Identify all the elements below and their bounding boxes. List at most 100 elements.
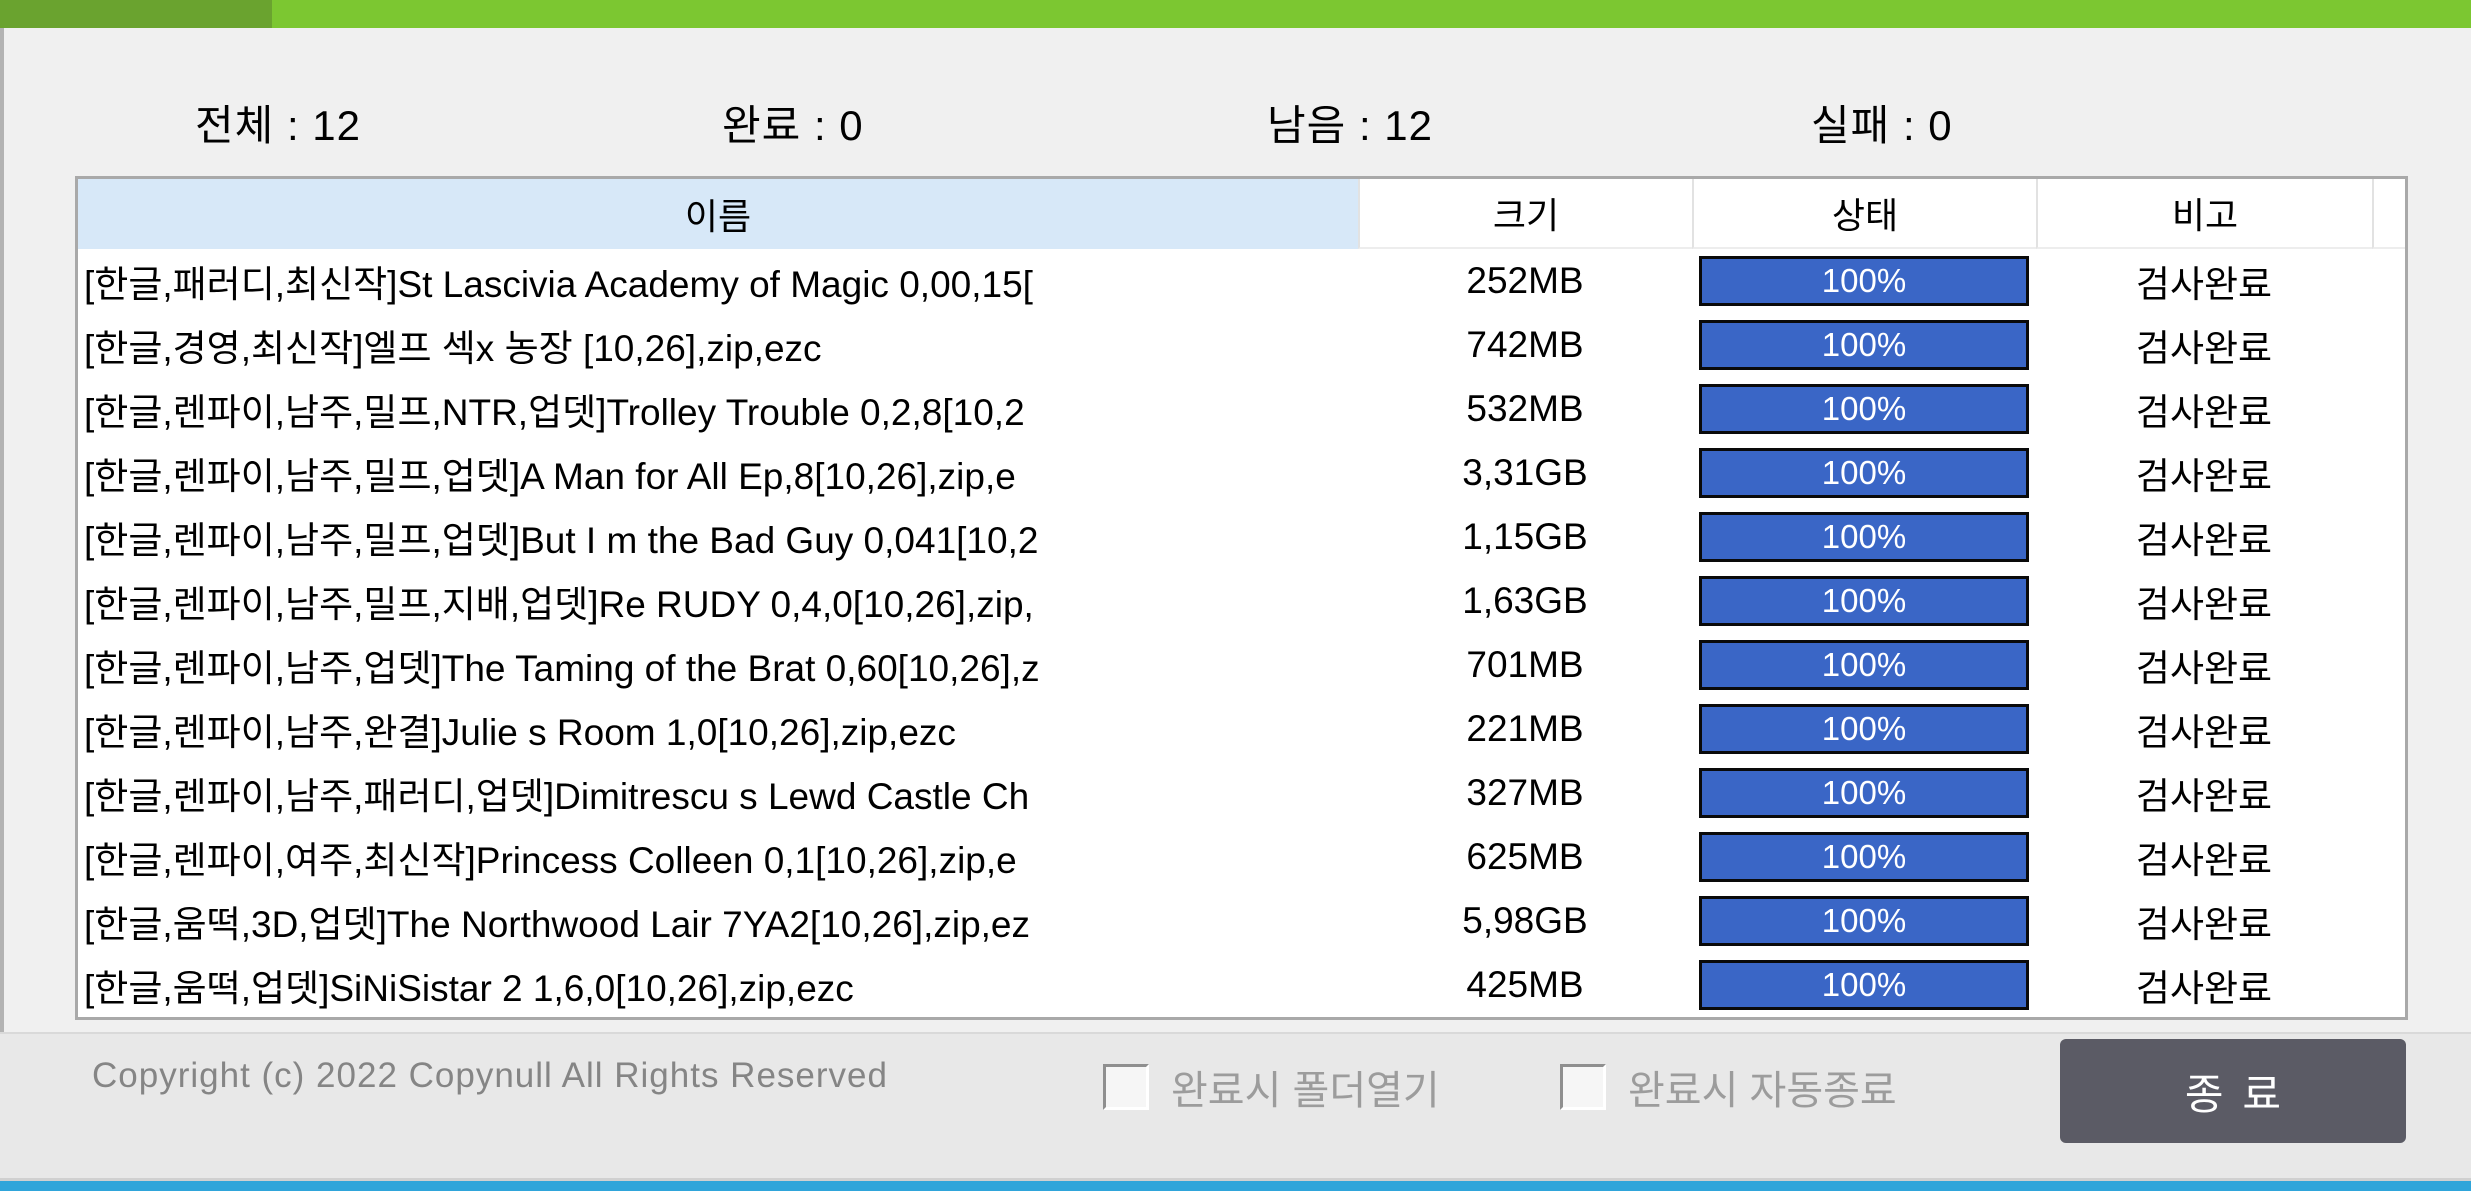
file-size-cell: 3,31GB bbox=[1462, 452, 1588, 493]
auto-close-checkbox-label[interactable]: 완료시 자동종료 bbox=[1628, 1069, 1897, 1113]
file-status-cell: 100% bbox=[1692, 249, 2036, 313]
file-size-cell: 625MB bbox=[1466, 836, 1584, 877]
progress-bar-fill bbox=[1702, 323, 2026, 367]
table-header: 이름 크기 상태 비고 bbox=[78, 179, 2405, 249]
file-note-cell: 검사완료 bbox=[2135, 776, 2273, 817]
progress-bar-fill bbox=[1702, 515, 2026, 559]
bottom-separator-line bbox=[0, 1178, 2471, 1181]
file-size-cell: 742MB bbox=[1466, 324, 1584, 365]
file-name-cell: [한글,렌파이,남주,밀프,지배,업뎃]Re RUDY 0,4,0[10,26]… bbox=[84, 584, 1034, 625]
progress-bar: 100% bbox=[1699, 704, 2029, 754]
column-header-note[interactable]: 비고 bbox=[2036, 179, 2372, 249]
file-note-cell: 검사완료 bbox=[2135, 968, 2273, 1009]
filler-cell bbox=[2372, 505, 2405, 569]
file-status-cell: 100% bbox=[1692, 889, 2036, 953]
progress-bar-fill bbox=[1702, 579, 2026, 623]
progress-bar-fill bbox=[1702, 451, 2026, 495]
file-name-cell: [한글,패러디,최신작]St Lascivia Academy of Magic… bbox=[84, 264, 1033, 305]
file-name-cell: [한글,움떡,3D,업뎃]The Northwood Lair 7YA2[10,… bbox=[84, 904, 1031, 945]
file-status-cell: 100% bbox=[1692, 441, 2036, 505]
file-note-cell: 검사완료 bbox=[2135, 840, 2273, 881]
column-header-size[interactable]: 크기 bbox=[1358, 179, 1692, 249]
table-row[interactable]: [한글,렌파이,남주,완결]Julie s Room 1,0[10,26],zi… bbox=[78, 697, 2405, 761]
filler-cell bbox=[2372, 697, 2405, 761]
filler-cell bbox=[2372, 889, 2405, 953]
checkbox-box-icon[interactable] bbox=[1560, 1064, 1606, 1110]
filler-cell bbox=[2372, 761, 2405, 825]
open-folder-on-complete-checkbox[interactable]: 완료시 폴더열기 bbox=[1103, 1058, 1440, 1116]
progress-bar: 100% bbox=[1699, 576, 2029, 626]
table-row[interactable]: [한글,렌파이,남주,패러디,업뎃]Dimitrescu s Lewd Cast… bbox=[78, 761, 2405, 825]
progress-bar-fill bbox=[1702, 899, 2026, 943]
file-status-cell: 100% bbox=[1692, 313, 2036, 377]
file-note-cell: 검사완료 bbox=[2135, 584, 2273, 625]
filler-cell bbox=[2372, 633, 2405, 697]
filler-cell bbox=[2372, 313, 2405, 377]
filler-cell bbox=[2372, 377, 2405, 441]
file-size-cell: 532MB bbox=[1466, 388, 1584, 429]
progress-bar-fill bbox=[1702, 643, 2026, 687]
file-size-cell: 1,15GB bbox=[1462, 516, 1588, 557]
progress-bar-fill bbox=[1702, 771, 2026, 815]
progress-bar-label: 100% bbox=[1821, 582, 1907, 619]
progress-bar: 100% bbox=[1699, 896, 2029, 946]
file-status-cell: 100% bbox=[1692, 377, 2036, 441]
auto-close-on-complete-checkbox[interactable]: 완료시 자동종료 bbox=[1560, 1058, 1897, 1116]
column-header-name[interactable]: 이름 bbox=[78, 179, 1358, 249]
table-row[interactable]: [한글,움떡,3D,업뎃]The Northwood Lair 7YA2[10,… bbox=[78, 889, 2405, 953]
file-size-cell: 252MB bbox=[1466, 260, 1584, 301]
file-size-cell: 425MB bbox=[1466, 964, 1584, 1005]
table-row[interactable]: [한글,렌파이,남주,업뎃]The Taming of the Brat 0,6… bbox=[78, 633, 2405, 697]
table-row[interactable]: [한글,렌파이,남주,밀프,NTR,업뎃]Trolley Trouble 0,2… bbox=[78, 377, 2405, 441]
file-name-cell: [한글,렌파이,남주,밀프,업뎃]But I m the Bad Guy 0,0… bbox=[84, 520, 1039, 561]
progress-bar-label: 100% bbox=[1821, 902, 1907, 939]
file-note-cell: 검사완료 bbox=[2135, 520, 2273, 561]
table-row[interactable]: [한글,렌파이,남주,밀프,지배,업뎃]Re RUDY 0,4,0[10,26]… bbox=[78, 569, 2405, 633]
table-row[interactable]: [한글,렌파이,여주,최신작]Princess Colleen 0,1[10,2… bbox=[78, 825, 2405, 889]
progress-bar-label: 100% bbox=[1821, 710, 1907, 747]
progress-bar: 100% bbox=[1699, 768, 2029, 818]
file-name-cell: [한글,경영,최신작]엘프 섹x 농장 [10,26],zip,ezc bbox=[84, 328, 822, 369]
file-status-cell: 100% bbox=[1692, 825, 2036, 889]
open-folder-checkbox-label[interactable]: 완료시 폴더열기 bbox=[1171, 1069, 1440, 1113]
close-button[interactable]: 종료 bbox=[2060, 1039, 2406, 1143]
file-size-cell: 327MB bbox=[1466, 772, 1584, 813]
stat-completed: 완료 : 0 bbox=[722, 102, 864, 149]
column-header-filler bbox=[2372, 179, 2405, 249]
table-row[interactable]: [한글,패러디,최신작]St Lascivia Academy of Magic… bbox=[78, 249, 2405, 313]
filler-cell bbox=[2372, 249, 2405, 313]
progress-bar-label: 100% bbox=[1821, 454, 1907, 491]
checkbox-box-icon[interactable] bbox=[1103, 1064, 1149, 1110]
stat-failed: 실패 : 0 bbox=[1811, 102, 1953, 149]
progress-bar-label: 100% bbox=[1821, 326, 1907, 363]
file-note-cell: 검사완료 bbox=[2135, 648, 2273, 689]
table-body: [한글,패러디,최신작]St Lascivia Academy of Magic… bbox=[78, 249, 2405, 1017]
file-name-cell: [한글,렌파이,여주,최신작]Princess Colleen 0,1[10,2… bbox=[84, 840, 1017, 881]
file-size-cell: 221MB bbox=[1466, 708, 1584, 749]
file-note-cell: 검사완료 bbox=[2135, 392, 2273, 433]
table-row[interactable]: [한글,경영,최신작]엘프 섹x 농장 [10,26],zip,ezc 742M… bbox=[78, 313, 2405, 377]
file-size-cell: 701MB bbox=[1466, 644, 1584, 685]
table-row[interactable]: [한글,움떡,업뎃]SiNiSistar 2 1,6,0[10,26],zip,… bbox=[78, 953, 2405, 1017]
progress-bar-label: 100% bbox=[1821, 518, 1907, 555]
file-note-cell: 검사완료 bbox=[2135, 264, 2273, 305]
progress-bar: 100% bbox=[1699, 256, 2029, 306]
filler-cell bbox=[2372, 825, 2405, 889]
file-name-cell: [한글,움떡,업뎃]SiNiSistar 2 1,6,0[10,26],zip,… bbox=[84, 968, 854, 1009]
column-header-status[interactable]: 상태 bbox=[1692, 179, 2036, 249]
stats-bar: 전체 : 12 완료 : 0 남음 : 12 실패 : 0 bbox=[0, 92, 2471, 149]
table-row[interactable]: [한글,렌파이,남주,밀프,업뎃]A Man for All Ep,8[10,2… bbox=[78, 441, 2405, 505]
progress-bar-label: 100% bbox=[1821, 966, 1907, 1003]
progress-bar-fill bbox=[1702, 835, 2026, 879]
progress-bar: 100% bbox=[1699, 448, 2029, 498]
title-bar-accent bbox=[0, 0, 272, 28]
file-table: 이름 크기 상태 비고 [한글,패러디,최신작]St Lascivia Acad… bbox=[75, 176, 2408, 1020]
title-bar bbox=[0, 0, 2471, 28]
progress-bar-fill bbox=[1702, 259, 2026, 303]
progress-bar: 100% bbox=[1699, 384, 2029, 434]
file-name-cell: [한글,렌파이,남주,완결]Julie s Room 1,0[10,26],zi… bbox=[84, 712, 956, 753]
table-row[interactable]: [한글,렌파이,남주,밀프,업뎃]But I m the Bad Guy 0,0… bbox=[78, 505, 2405, 569]
filler-cell bbox=[2372, 953, 2405, 1017]
progress-bar-fill bbox=[1702, 707, 2026, 751]
file-name-cell: [한글,렌파이,남주,업뎃]The Taming of the Brat 0,6… bbox=[84, 648, 1040, 689]
